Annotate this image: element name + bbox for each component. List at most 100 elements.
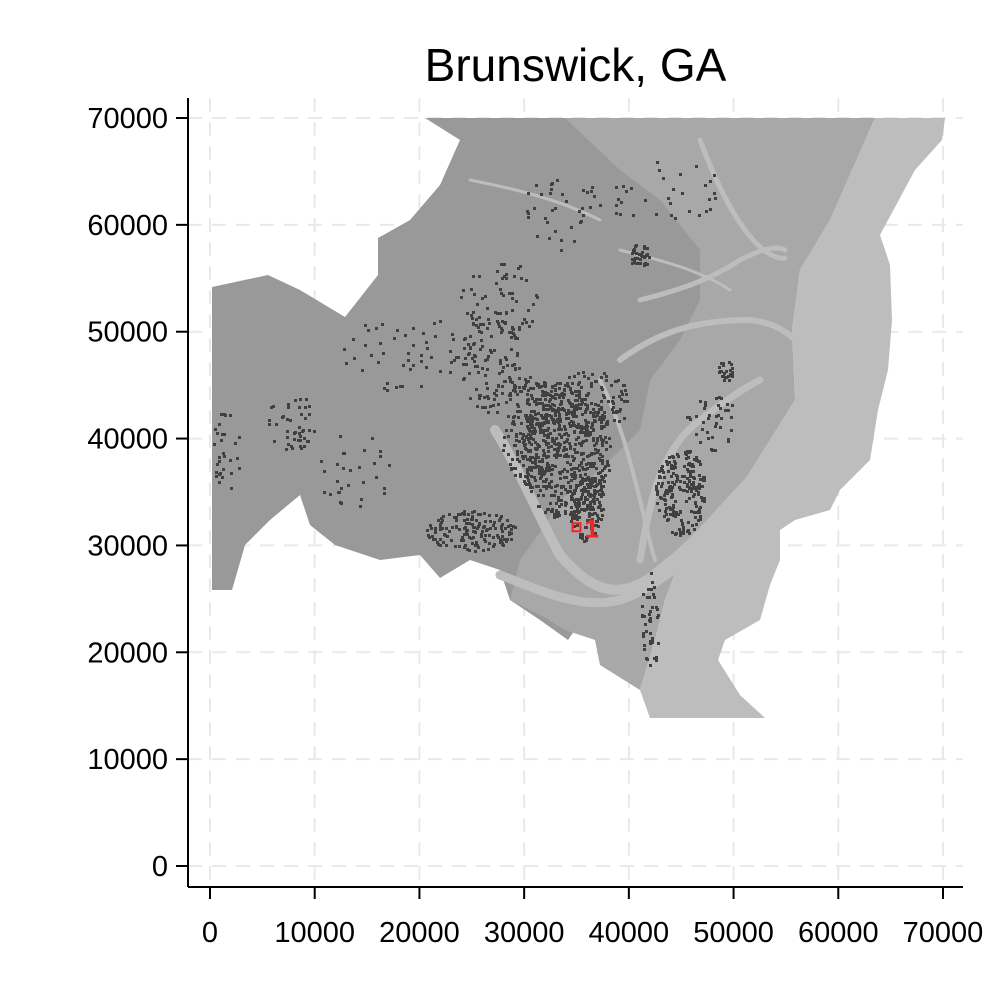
urban-pixel (468, 536, 471, 539)
urban-pixel (573, 467, 576, 470)
urban-pixel (550, 480, 553, 483)
urban-pixel (505, 401, 508, 404)
urban-pixel (603, 396, 606, 399)
urban-pixel (270, 406, 273, 409)
urban-pixel (475, 318, 478, 321)
urban-pixel (649, 640, 652, 643)
urban-pixel (576, 399, 579, 402)
urban-pixel (500, 515, 503, 518)
urban-pixel (439, 544, 442, 547)
urban-pixel (544, 382, 547, 385)
urban-pixel (557, 499, 560, 502)
urban-pixel (674, 533, 677, 536)
urban-pixel (599, 418, 602, 421)
urban-pixel (542, 393, 545, 396)
urban-pixel (499, 362, 502, 365)
urban-pixel (465, 363, 468, 366)
urban-pixel (682, 526, 685, 529)
urban-pixel (699, 441, 702, 444)
urban-pixel (697, 460, 700, 463)
urban-pixel (470, 314, 473, 317)
urban-pixel (528, 417, 531, 420)
urban-pixel (603, 415, 606, 418)
urban-pixel (594, 532, 597, 535)
urban-pixel (518, 326, 521, 329)
urban-pixel (534, 462, 537, 465)
urban-pixel (580, 508, 583, 511)
urban-pixel (580, 386, 583, 389)
urban-pixel (584, 403, 587, 406)
urban-pixel (585, 422, 588, 425)
urban-pixel (575, 486, 578, 489)
urban-pixel (545, 468, 548, 471)
urban-pixel (455, 519, 458, 522)
urban-pixel (689, 470, 692, 473)
urban-pixel (479, 323, 482, 326)
urban-pixel (528, 468, 531, 471)
urban-pixel (545, 478, 548, 481)
urban-pixel (329, 493, 332, 496)
urban-pixel (728, 361, 731, 364)
urban-pixel (596, 498, 599, 501)
urban-pixel (523, 444, 526, 447)
urban-pixel (544, 217, 547, 220)
urban-pixel (500, 292, 503, 295)
urban-pixel (720, 370, 723, 373)
urban-pixel (533, 410, 536, 413)
urban-pixel (510, 336, 513, 339)
urban-pixel (560, 436, 563, 439)
urban-pixel (514, 526, 517, 529)
urban-pixel (612, 406, 615, 409)
urban-pixel (544, 394, 547, 397)
urban-pixel (482, 526, 485, 529)
urban-pixel (631, 262, 634, 265)
urban-pixel (665, 507, 668, 510)
urban-pixel (593, 491, 596, 494)
x-tick-label: 70000 (903, 917, 984, 949)
urban-pixel (686, 450, 689, 453)
urban-pixel (527, 398, 530, 401)
urban-pixel (492, 545, 495, 548)
urban-pixel (480, 339, 483, 342)
urban-pixel (511, 297, 514, 300)
urban-pixel (639, 262, 642, 265)
urban-pixel (580, 453, 583, 456)
urban-pixel (478, 523, 481, 526)
urban-pixel (583, 375, 586, 378)
urban-pixel (584, 419, 587, 422)
urban-pixel (591, 513, 594, 516)
urban-pixel (507, 435, 510, 438)
urban-pixel (529, 486, 532, 489)
urban-pixel (570, 473, 573, 476)
urban-pixel (573, 514, 576, 517)
urban-pixel (581, 413, 584, 416)
urban-pixel (570, 226, 573, 229)
urban-pixel (463, 519, 466, 522)
urban-pixel (466, 518, 469, 521)
urban-pixel (550, 494, 553, 497)
urban-pixel (527, 192, 530, 195)
urban-pixel (573, 500, 576, 503)
urban-pixel (600, 518, 603, 521)
urban-pixel (535, 423, 538, 426)
urban-pixel (554, 411, 557, 414)
urban-pixel (547, 404, 550, 407)
urban-pixel (496, 320, 499, 323)
urban-pixel (695, 165, 698, 168)
urban-pixel (689, 473, 692, 476)
urban-pixel (634, 257, 637, 260)
urban-pixel (633, 261, 636, 264)
urban-pixel (695, 415, 698, 418)
urban-pixel (535, 485, 538, 488)
urban-pixel (569, 490, 572, 493)
urban-pixel (688, 532, 691, 535)
urban-pixel (517, 267, 520, 270)
urban-pixel (651, 606, 654, 609)
urban-pixel (717, 414, 720, 417)
urban-pixel (668, 506, 671, 509)
urban-pixel (574, 474, 577, 477)
urban-pixel (529, 414, 532, 417)
urban-pixel (554, 397, 557, 400)
urban-pixel (599, 204, 602, 207)
